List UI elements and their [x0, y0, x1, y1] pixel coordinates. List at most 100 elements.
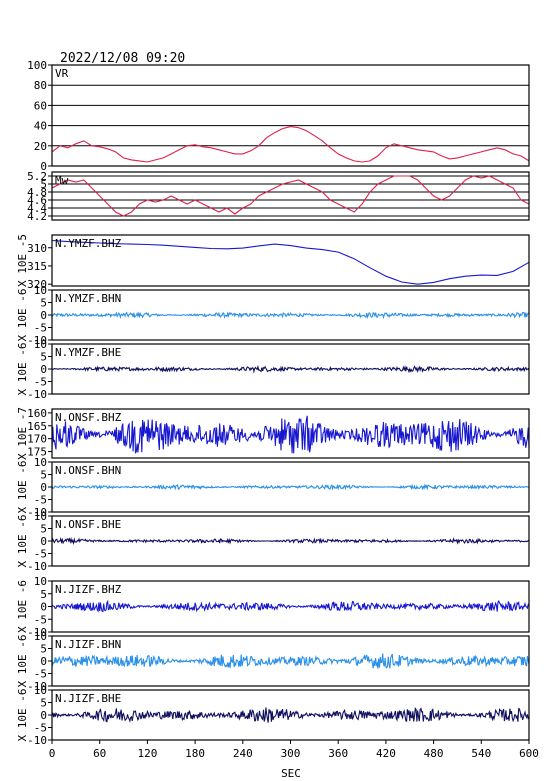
panel-label-5: N.ONSF.BHZ — [55, 411, 122, 424]
trace-line-0-0 — [51, 126, 530, 163]
panel-unit-5: X 10E -7 — [16, 407, 29, 460]
panel-label-9: N.JIZF.BHN — [55, 638, 121, 651]
y-tick-label-10-3: 5 — [40, 697, 47, 710]
panel-label-7: N.ONSF.BHE — [55, 518, 121, 531]
y-tick-label-5-1: 165 — [27, 420, 47, 433]
panel-label-8: N.JIZF.BHZ — [55, 583, 122, 596]
y-tick-label-4-0: -10 — [27, 388, 47, 401]
panel-unit-3: X 10E -6 — [16, 289, 29, 342]
panel-unit-8: X 10E -6 — [16, 580, 29, 633]
y-tick-label-1-4: 5 — [40, 178, 47, 191]
panel-2: 310 315 320 N.YMZF.BHZ X 10E -5 — [16, 234, 530, 291]
trace-line-6-0 — [51, 483, 530, 491]
y-tick-label-10-1: -5 — [34, 722, 47, 735]
y-tick-label-9-3: 5 — [40, 643, 47, 656]
y-tick-label-8-4: 10 — [34, 575, 47, 588]
panel-unit-4: X 10E -6 — [16, 343, 29, 396]
y-tick-label-7-2: 0 — [40, 535, 47, 548]
x-tick-label-10: 600 — [519, 747, 539, 760]
y-tick-label-6-1: -5 — [34, 494, 47, 507]
x-tick-label-9: 540 — [471, 747, 491, 760]
panel-label-2: N.YMZF.BHZ — [55, 237, 122, 250]
panel-frame-6 — [51, 461, 530, 513]
y-tick-label-6-2: 0 — [40, 481, 47, 494]
trace-line-4-0 — [51, 364, 530, 374]
y-tick-label-7-3: 5 — [40, 523, 47, 536]
y-tick-label-4-3: 5 — [40, 351, 47, 364]
y-tick-label-4-4: 10 — [34, 338, 47, 351]
y-tick-label-1-0: 4.2 — [27, 210, 47, 223]
panel-frame-8 — [51, 580, 530, 633]
trace-line-10-0 — [51, 707, 530, 723]
y-tick-label-4-2: 0 — [40, 363, 47, 376]
y-tick-label-3-4: 10 — [34, 284, 47, 297]
y-tick-label-2-0: 310 — [27, 242, 47, 255]
y-tick-label-9-0: -10 — [27, 680, 47, 693]
panel-frame-3 — [51, 289, 530, 341]
y-tick-label-9-4: 10 — [34, 630, 47, 643]
x-tick-label-3: 180 — [185, 747, 205, 760]
y-tick-label-10-0: -10 — [27, 734, 47, 747]
x-tick-label-7: 420 — [376, 747, 396, 760]
y-tick-label-5-3: 175 — [27, 446, 47, 459]
y-tick-label-0-0: 0 — [40, 160, 47, 173]
panel-unit-6: X 10E -6 — [16, 461, 29, 514]
y-tick-label-0-5: 100 — [27, 59, 47, 72]
y-tick-label-3-2: 0 — [40, 309, 47, 322]
y-tick-label-1-1: 4.4 — [27, 202, 47, 215]
y-tick-label-1-3: 4.8 — [27, 186, 47, 199]
date-title: 2022/12/08 09:20 — [60, 51, 185, 66]
x-tick-label-1: 60 — [93, 747, 106, 760]
y-tick-label-7-0: -10 — [27, 560, 47, 573]
panel-1: 4.24.44.64.855.2 Mw — [27, 170, 530, 223]
y-tick-label-2-2: 320 — [27, 278, 47, 291]
x-tick-label-6: 360 — [328, 747, 348, 760]
y-tick-label-9-1: -5 — [34, 668, 47, 681]
x-tick-label-0: 0 — [49, 747, 56, 760]
x-axis-title: SEC — [281, 767, 301, 780]
y-tick-label-3-1: -5 — [34, 322, 47, 335]
trace-line-2-0 — [51, 239, 530, 285]
panel-unit-9: X 10E -6 — [16, 635, 29, 688]
y-tick-label-0-4: 80 — [34, 79, 47, 92]
y-tick-label-6-4: 10 — [34, 456, 47, 469]
panel-frame-1 — [51, 171, 530, 221]
panel-frame-7 — [51, 515, 530, 567]
y-tick-label-10-4: 10 — [34, 684, 47, 697]
y-tick-label-8-1: -5 — [34, 613, 47, 626]
y-tick-label-0-3: 60 — [34, 99, 47, 112]
panel-unit-7: X 10E -6 — [16, 515, 29, 568]
y-tick-label-8-0: -10 — [27, 626, 47, 639]
panel-label-3: N.YMZF.BHN — [55, 292, 121, 305]
y-tick-label-9-2: 0 — [40, 655, 47, 668]
x-tick-label-2: 120 — [137, 747, 157, 760]
panel-unit-10: X 10E -6 — [16, 689, 29, 742]
trace-line-9-0 — [51, 653, 530, 669]
panel-frame-4 — [51, 343, 530, 395]
panel-label-1: Mw — [55, 174, 69, 187]
x-axis: 0 60 120 180 240 300 360 420 480 540 600 — [49, 740, 539, 760]
y-tick-label-4-1: -5 — [34, 376, 47, 389]
panel-frame-9 — [51, 635, 530, 687]
y-tick-label-5-0: 160 — [27, 407, 47, 420]
panel-unit-2: X 10E -5 — [16, 234, 29, 287]
panel-label-0: VR — [55, 67, 69, 80]
y-tick-label-3-3: 5 — [40, 297, 47, 310]
y-tick-label-6-0: -10 — [27, 506, 47, 519]
x-tick-label-5: 300 — [281, 747, 301, 760]
y-tick-label-1-5: 5.2 — [27, 170, 47, 183]
trace-line-5-0 — [51, 415, 530, 454]
x-tick-label-4: 240 — [233, 747, 253, 760]
y-tick-label-8-3: 5 — [40, 588, 47, 601]
y-tick-label-10-2: 0 — [40, 709, 47, 722]
trace-line-1-0 — [51, 175, 530, 217]
panel-frame-2 — [51, 234, 530, 287]
